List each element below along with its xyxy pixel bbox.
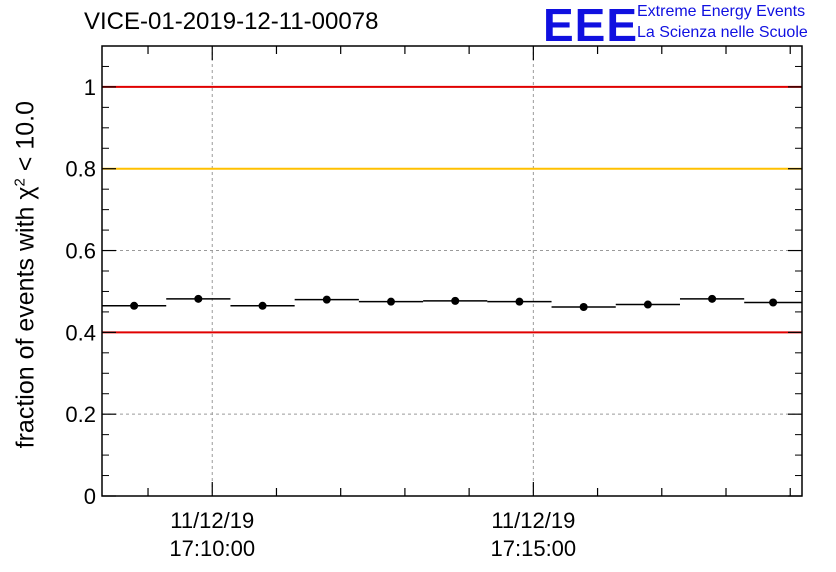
- y-axis-label-prefix: fraction of events with χ: [11, 186, 40, 449]
- data-point: [322, 295, 331, 304]
- y-tick-label: 0.2: [65, 402, 96, 427]
- y-tick-label: 0.4: [65, 320, 96, 345]
- data-point: [643, 300, 652, 309]
- data-point: [194, 294, 203, 303]
- y-tick-label: 0: [84, 484, 96, 509]
- y-tick-label: 0.6: [65, 239, 96, 264]
- plot-frame: [101, 45, 803, 497]
- x-tick-label-date: 11/12/19: [491, 508, 575, 533]
- data-point: [579, 303, 588, 311]
- data-point: [258, 301, 267, 310]
- y-axis-label-superscript: 2: [11, 178, 29, 187]
- y-tick-label: 1: [84, 75, 96, 100]
- chart-title: VICE-01-2019-12-11-00078: [84, 8, 379, 35]
- y-axis-label: fraction of events with χ2 < 10.0: [11, 65, 40, 485]
- logo-line-1: Extreme Energy Events: [637, 3, 806, 20]
- data-point: [130, 301, 139, 310]
- logo-line-2: La Scienza nelle Scuole: [637, 24, 808, 41]
- x-tick-label-time: 17:10:00: [169, 536, 255, 561]
- y-axis-label-suffix: < 10.0: [11, 100, 40, 179]
- data-point: [708, 294, 717, 303]
- x-tick-label-time: 17:15:00: [491, 536, 577, 561]
- data-point: [451, 296, 460, 305]
- y-tick-label: 0.8: [65, 157, 96, 182]
- x-tick-label-date: 11/12/19: [170, 508, 254, 533]
- eee-logo: EEE: [543, 0, 639, 51]
- data-point: [515, 297, 524, 306]
- data-point: [769, 298, 778, 307]
- data-point: [386, 297, 395, 306]
